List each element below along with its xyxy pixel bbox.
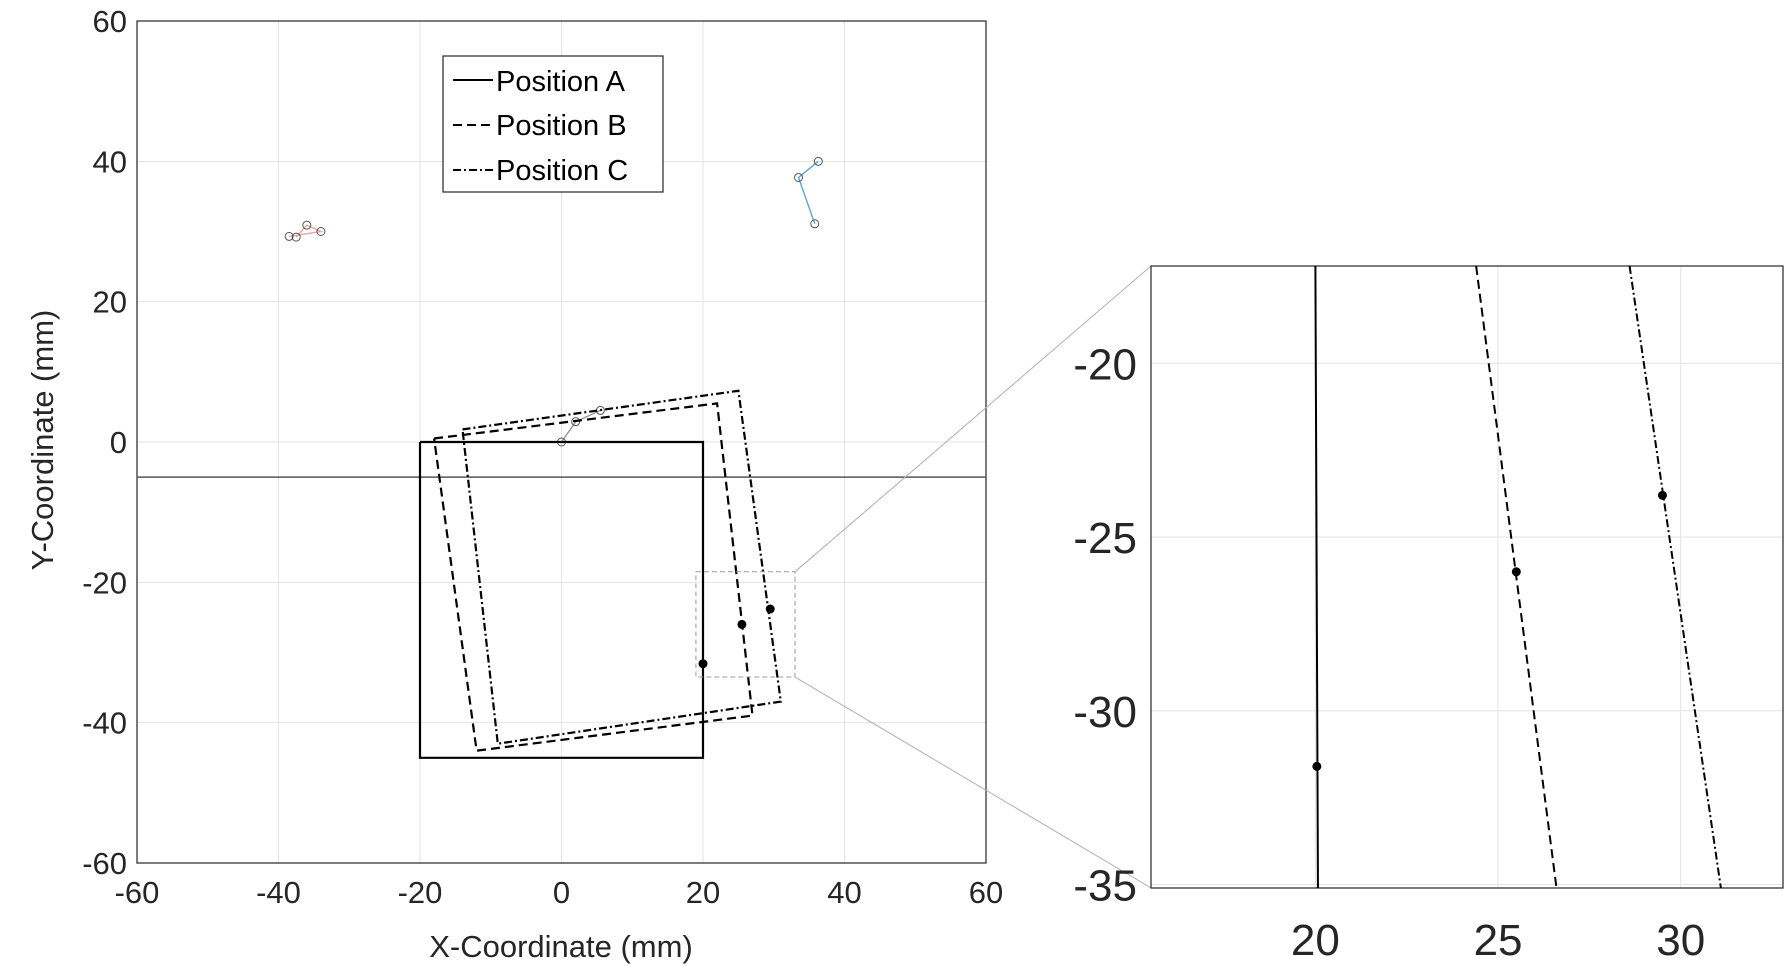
trajectory-point [302,220,312,230]
zoom-series-marker-position-b [1511,567,1521,577]
legend-box [442,55,664,193]
zoom-y-tick-label: -30 [1073,688,1137,737]
zoom-connector-bottom [794,676,1152,889]
y-tick-label: -20 [82,565,127,600]
zoom-y-tick-label: -20 [1073,340,1137,389]
y-tick-label: -40 [82,706,127,741]
zoom-connector-top [794,265,1152,573]
trajectory-line-0 [288,224,324,238]
zoom-y-tick-label: -25 [1073,514,1137,563]
zoom-x-tick-label: 25 [1474,916,1523,965]
zoom-plot-area [1151,266,1783,888]
trajectory-line-1 [797,160,819,225]
x-tick-label: -60 [115,875,160,910]
series-outline-position-c [461,389,783,745]
zoom-inset-plot: 20 25 30 -20 -25 -30 -35 [1073,265,1784,965]
y-tick-label: 0 [110,425,127,460]
legend-label-position-b: Position B [496,110,627,142]
y-tick-label: -60 [82,846,127,881]
y-axis-label: Y-Coordinate (mm) [25,310,60,571]
trajectory-point [284,231,294,241]
zoom-x-tick-label: 30 [1656,916,1705,965]
zoom-series-line-position-b [1475,265,1558,889]
x-tick-label: 60 [969,875,1003,910]
y-tick-label: 60 [93,4,127,39]
trajectory-point [316,227,326,236]
zoom-series-line-position-c [1628,265,1722,889]
series-marker-position-b [737,619,747,629]
x-tick-label: 0 [553,875,570,910]
trajectory-point [291,232,301,242]
zoom-axes-frame [1150,265,1784,889]
legend: Position A Position B Position C [442,55,664,193]
zoom-series-line-position-a [1314,265,1319,889]
legend-label-position-a: Position A [496,66,626,98]
series-outline-position-a [418,440,705,759]
series-marker-position-a [698,659,708,669]
y-tick-label: 20 [93,285,127,320]
trajectory-point [794,172,804,182]
zoom-region-box [695,571,796,678]
trajectory-point [810,219,820,229]
x-tick-label: 40 [827,875,861,910]
zoom-y-tick-label: -35 [1073,862,1137,911]
trajectory-point [813,156,823,166]
zoom-series-marker-position-a [1312,761,1322,771]
zoom-x-tick-label: 20 [1291,916,1340,965]
series-outline-position-b [433,402,754,752]
trajectory-point [571,417,581,427]
x-axis-label: X-Coordinate (mm) [429,929,693,964]
zoom-series-marker-position-c [1657,490,1667,500]
zoom-connector-lines [794,265,1152,889]
x-tick-label: -20 [398,875,443,910]
x-tick-label: -40 [256,875,301,910]
y-tick-label: 40 [93,144,127,179]
legend-label-position-c: Position C [496,155,628,187]
main-axes-frame [136,20,987,864]
series-marker-position-c [765,604,775,614]
x-tick-label: 20 [686,875,720,910]
